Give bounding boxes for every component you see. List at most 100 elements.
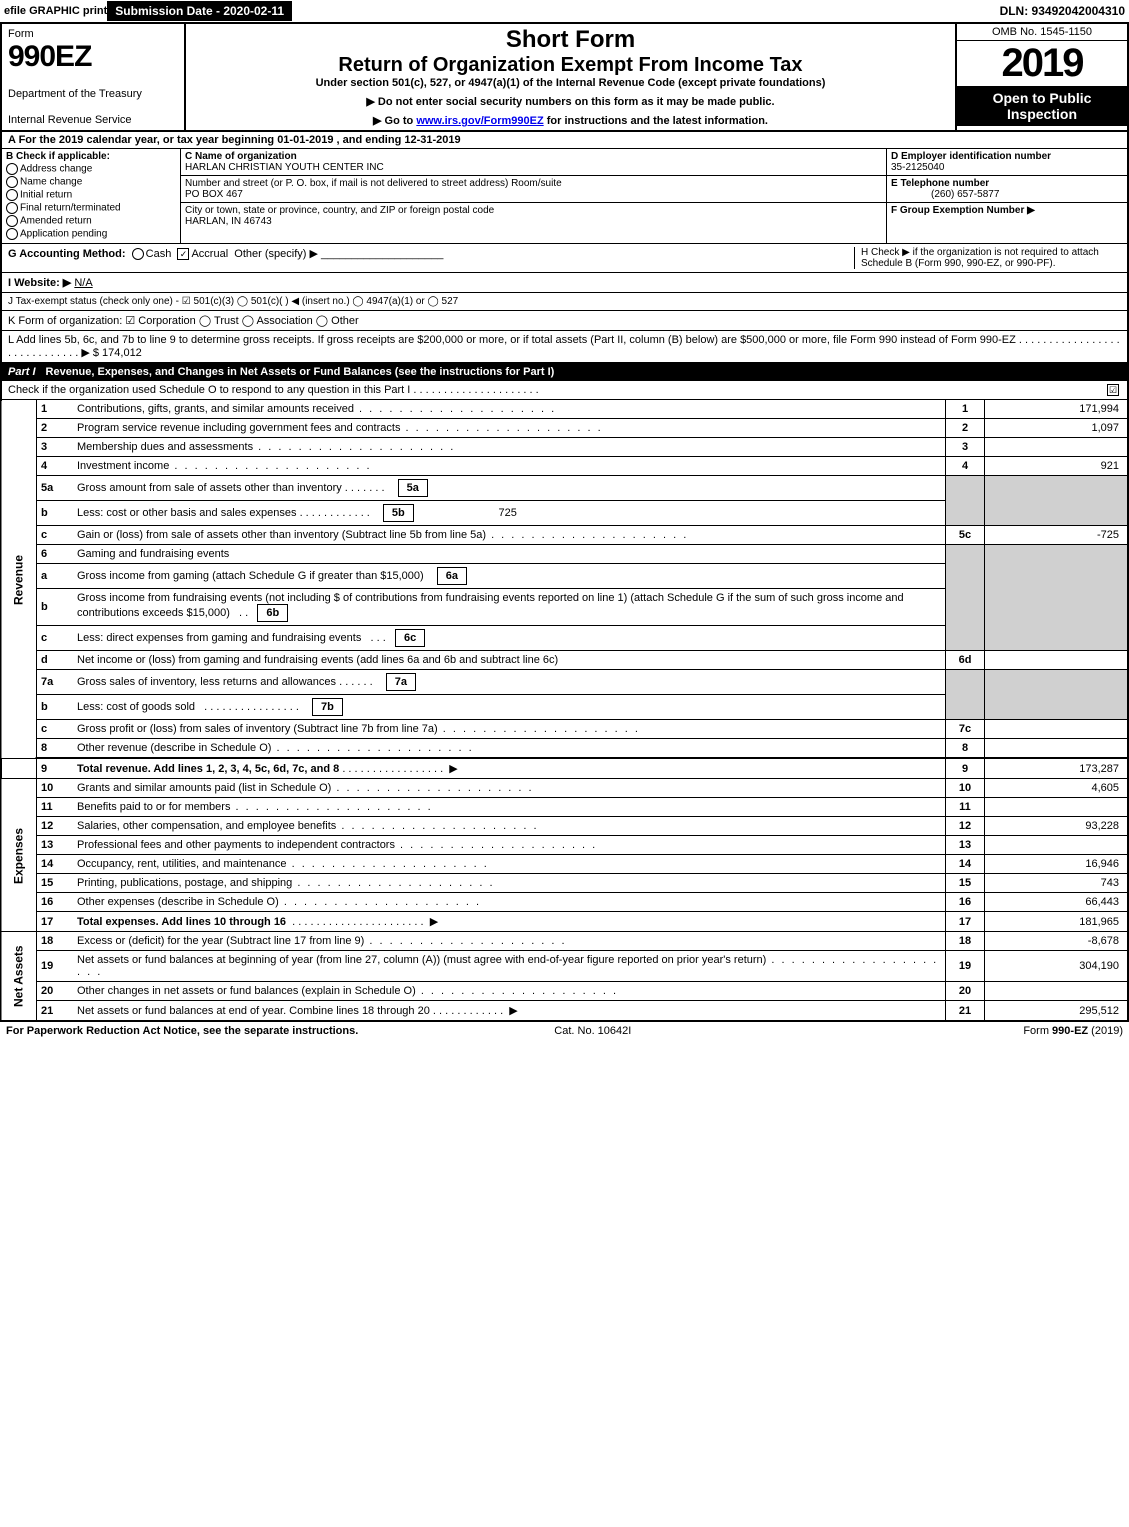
line6c-wrap: Less: direct expenses from gaming and fu…	[73, 626, 946, 651]
line16-num: 16	[37, 893, 74, 912]
line14-box: 14	[946, 855, 985, 874]
line5b-desc: Less: cost or other basis and sales expe…	[77, 507, 297, 519]
line6c-desc: Less: direct expenses from gaming and fu…	[77, 632, 361, 644]
no-ssn-line: ▶ Do not enter social security numbers o…	[196, 95, 945, 108]
chk-name[interactable]: Name change	[6, 176, 176, 188]
return-title: Return of Organization Exempt From Incom…	[196, 54, 945, 77]
line6a-desc: Gross income from gaming (attach Schedul…	[77, 570, 424, 582]
line8-box: 8	[946, 739, 985, 759]
line3-box: 3	[946, 438, 985, 457]
h-text: H Check ▶ if the organization is not req…	[861, 247, 1099, 269]
section-b: B Check if applicable: Address change Na…	[2, 149, 181, 243]
chk-final[interactable]: Final return/terminated	[6, 202, 176, 214]
line7a-mini: 7a	[386, 673, 416, 691]
line21-desc: Net assets or fund balances at end of ye…	[77, 1005, 430, 1017]
tax-year: 2019	[957, 41, 1127, 86]
line14-num: 14	[37, 855, 74, 874]
line21-num: 21	[37, 1001, 74, 1021]
header-right: OMB No. 1545-1150 2019 Open to Public In…	[955, 24, 1127, 130]
line3-desc: Membership dues and assessments	[73, 438, 946, 457]
submission-date-btn[interactable]: Submission Date - 2020-02-11	[107, 1, 292, 21]
line11-box: 11	[946, 798, 985, 817]
line6-greyval	[985, 545, 1129, 651]
chk-pending[interactable]: Application pending	[6, 228, 176, 240]
line7c-val	[985, 720, 1129, 739]
g-accounting: G Accounting Method: Cash ✓Accrual Other…	[8, 247, 443, 269]
line5b-num: b	[37, 501, 74, 526]
line20-desc: Other changes in net assets or fund bala…	[73, 982, 946, 1001]
line12-num: 12	[37, 817, 74, 836]
line5ab-greyval	[985, 476, 1129, 526]
chk-address[interactable]: Address change	[6, 163, 176, 175]
part1-label: Part I	[8, 366, 46, 378]
line10-box: 10	[946, 779, 985, 798]
h-check: H Check ▶ if the organization is not req…	[854, 247, 1121, 269]
line6b-wrap: Gross income from fundraising events (no…	[73, 589, 946, 626]
cash-radio[interactable]	[132, 248, 144, 260]
footer-left: For Paperwork Reduction Act Notice, see …	[6, 1025, 358, 1037]
lines-table: Revenue 1 Contributions, gifts, grants, …	[0, 400, 1129, 1021]
line11-val	[985, 798, 1129, 817]
org-addr-row: Number and street (or P. O. box, if mail…	[181, 176, 886, 203]
line13-val	[985, 836, 1129, 855]
line14-val: 16,946	[985, 855, 1129, 874]
line6-desc: Gaming and fundraising events	[73, 545, 946, 564]
line20-box: 20	[946, 982, 985, 1001]
line18-box: 18	[946, 932, 985, 951]
line5a-wrap: Gross amount from sale of assets other t…	[73, 476, 946, 501]
line17-desc-wrap: Total expenses. Add lines 10 through 16 …	[73, 912, 946, 932]
line6c-mini: 6c	[395, 629, 425, 647]
line2-num: 2	[37, 419, 74, 438]
line6b-desc: Gross income from fundraising events (no…	[77, 592, 904, 619]
line15-val: 743	[985, 874, 1129, 893]
part1-checkbox[interactable]: ☑	[1107, 384, 1119, 396]
c-name-label: C Name of organization	[185, 151, 882, 162]
line9-box: 9	[946, 758, 985, 779]
omb-number: OMB No. 1545-1150	[957, 24, 1127, 41]
line7b-wrap: Less: cost of goods sold . . . . . . . .…	[73, 695, 946, 720]
part1-subtext: Check if the organization used Schedule …	[8, 384, 539, 396]
line9-val: 173,287	[985, 758, 1129, 779]
line20-val	[985, 982, 1129, 1001]
line-a: A For the 2019 calendar year, or tax yea…	[0, 132, 1129, 149]
line12-box: 12	[946, 817, 985, 836]
line7a-wrap: Gross sales of inventory, less returns a…	[73, 670, 946, 695]
part1-title: Revenue, Expenses, and Changes in Net As…	[46, 366, 555, 378]
line16-desc: Other expenses (describe in Schedule O)	[73, 893, 946, 912]
line5b-mini: 5b	[383, 504, 414, 522]
line7-greyval	[985, 670, 1129, 720]
line18-num: 18	[37, 932, 74, 951]
line8-desc: Other revenue (describe in Schedule O)	[73, 739, 946, 759]
line20-num: 20	[37, 982, 74, 1001]
accrual-label: Accrual	[191, 248, 228, 260]
other-label: Other (specify) ▶	[234, 248, 318, 260]
irs-link[interactable]: www.irs.gov/Form990EZ	[416, 115, 543, 127]
line16-val: 66,443	[985, 893, 1129, 912]
under-section: Under section 501(c), 527, or 4947(a)(1)…	[196, 77, 945, 89]
goto-line: ▶ Go to www.irs.gov/Form990EZ for instru…	[196, 114, 945, 127]
line6d-val	[985, 651, 1129, 670]
line9-desc-wrap: Total revenue. Add lines 1, 2, 3, 4, 5c,…	[73, 758, 946, 779]
cash-label: Cash	[146, 248, 172, 260]
sidebar-expenses: Expenses	[1, 779, 37, 932]
c-name-value: HARLAN CHRISTIAN YOUTH CENTER INC	[185, 162, 882, 173]
line10-num: 10	[37, 779, 74, 798]
line3-num: 3	[37, 438, 74, 457]
accrual-check[interactable]: ✓	[177, 248, 189, 260]
efile-label[interactable]: efile GRAPHIC print	[0, 5, 107, 17]
line21-val: 295,512	[985, 1001, 1129, 1021]
line6c-num: c	[37, 626, 74, 651]
d-value: 35-2125040	[891, 162, 944, 173]
line5c-desc: Gain or (loss) from sale of assets other…	[73, 526, 946, 545]
line5ab-greybox	[946, 476, 985, 526]
line2-box: 2	[946, 419, 985, 438]
line19-desc: Net assets or fund balances at beginning…	[73, 951, 946, 982]
line6-num: 6	[37, 545, 74, 564]
chk-initial[interactable]: Initial return	[6, 189, 176, 201]
org-name-row: C Name of organization HARLAN CHRISTIAN …	[181, 149, 886, 176]
line9-desc: Total revenue. Add lines 1, 2, 3, 4, 5c,…	[77, 763, 339, 775]
line11-desc: Benefits paid to or for members	[73, 798, 946, 817]
dept-treasury: Department of the Treasury	[8, 88, 178, 100]
chk-amended[interactable]: Amended return	[6, 215, 176, 227]
line4-num: 4	[37, 457, 74, 476]
